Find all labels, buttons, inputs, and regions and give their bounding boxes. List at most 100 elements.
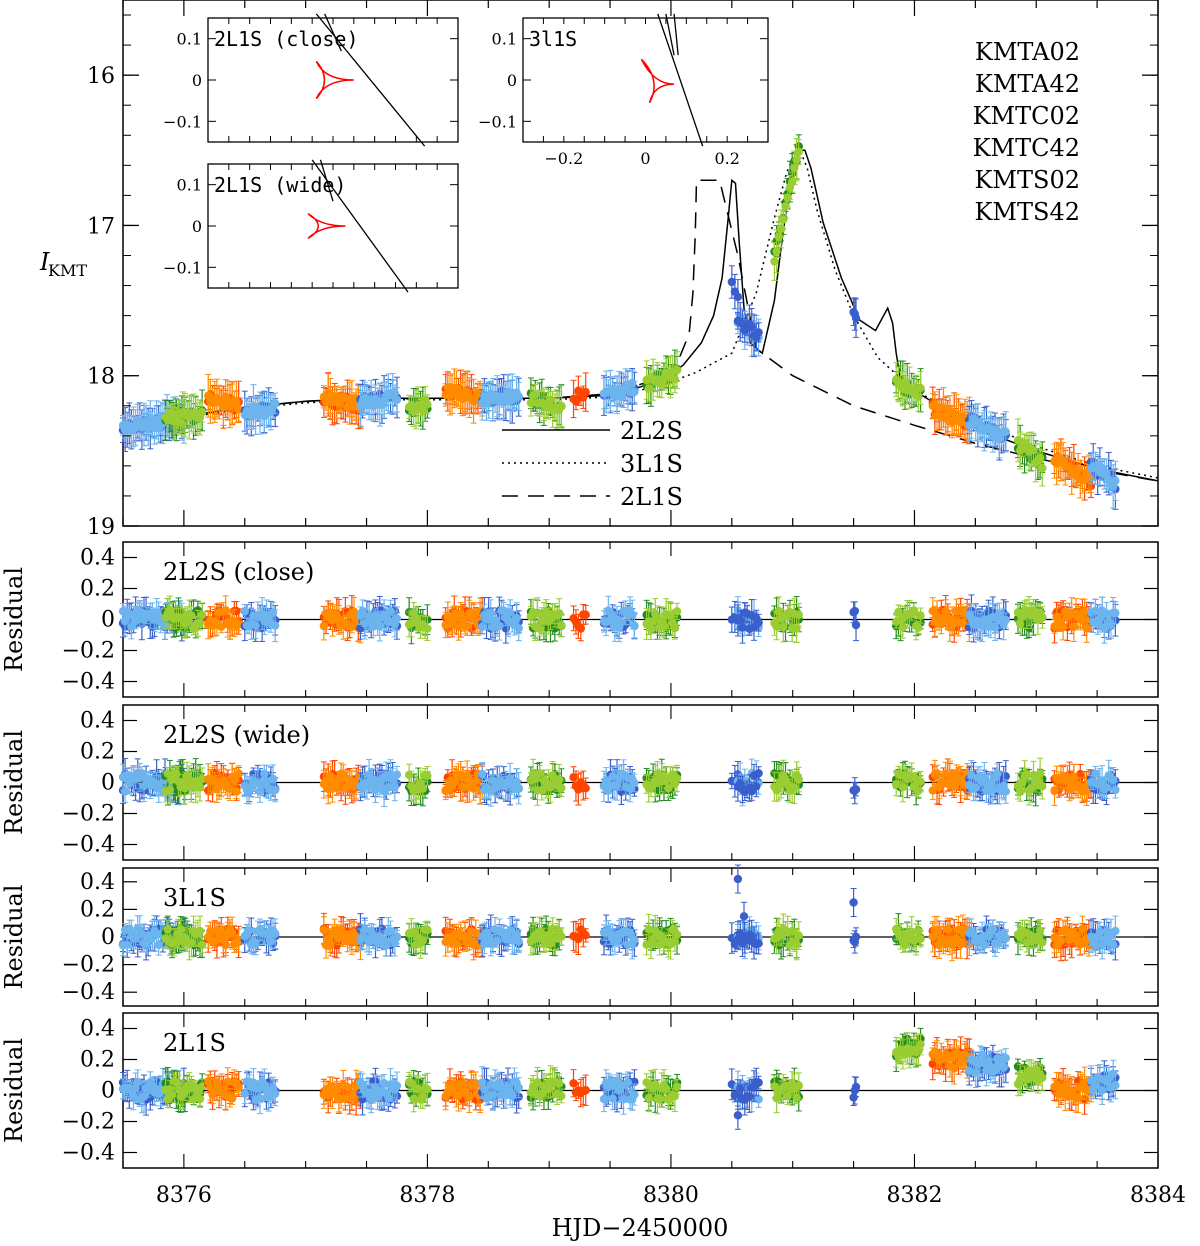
residual-point-KMTA02 bbox=[197, 610, 207, 620]
residual-point-KMTA02 bbox=[557, 621, 566, 630]
residual-point-KMTC02 bbox=[131, 616, 140, 625]
inset-ytick-label: 0.1 bbox=[177, 176, 202, 195]
main-x-ticks bbox=[122, 0, 1159, 526]
data-point-KMTA02 bbox=[1035, 453, 1045, 463]
residual-point-KMTC02 bbox=[495, 621, 504, 631]
data-point-KMTA02 bbox=[792, 155, 801, 164]
residual-point-KMTC02 bbox=[512, 613, 521, 623]
legend-entry-KMTC42: KMTC42 bbox=[973, 134, 1080, 162]
inset-frame bbox=[207, 17, 459, 143]
data-point-KMTC02 bbox=[1001, 427, 1010, 436]
residual-panels: 0.4 0.2 0 −0.2 −0.4 Residual 2L2S (close)0.4 0.… bbox=[0, 541, 1159, 1169]
inset-ytick-label: −0.1 bbox=[163, 258, 202, 277]
model-legend-label-3L1S: 3L1S bbox=[620, 450, 683, 478]
residual-point-KMTA02 bbox=[670, 623, 680, 632]
inset-xtick-label: 0 bbox=[640, 149, 650, 168]
inset-label: 3l1S bbox=[529, 27, 577, 51]
residual-point-KMTS02 bbox=[347, 622, 357, 632]
data-point-KMTC02 bbox=[628, 378, 637, 388]
data-point-KMTC02 bbox=[271, 399, 280, 408]
data-point-KMTA02 bbox=[783, 193, 792, 202]
inset-ytick-label: 0 bbox=[192, 71, 202, 90]
main-ytick-label: 17 bbox=[87, 214, 115, 239]
residual-point-KMTC02 bbox=[375, 622, 384, 631]
residual-point-KMTS42 bbox=[581, 610, 590, 619]
residual-point-KMTC42 bbox=[851, 620, 861, 630]
residual-point-KMTA02 bbox=[898, 623, 908, 632]
inset-ytick-label: −0.1 bbox=[163, 112, 202, 131]
legend-entry-KMTS42: KMTS42 bbox=[975, 198, 1081, 226]
caustic-curve bbox=[307, 212, 346, 240]
residual-point-KMTA02 bbox=[916, 611, 925, 620]
data-point-KMTA02 bbox=[557, 401, 566, 411]
residual-points bbox=[118, 594, 1120, 645]
residual-point-KMTC02 bbox=[369, 622, 378, 631]
data-point-KMTC42 bbox=[733, 292, 743, 302]
residual-point-KMTC02 bbox=[386, 606, 395, 616]
data-point-KMTS42 bbox=[581, 387, 590, 397]
source-trajectory bbox=[311, 159, 409, 293]
residual-point-KMTC02 bbox=[251, 621, 260, 630]
data-point-KMTS02 bbox=[232, 397, 241, 407]
data-point-KMTA02 bbox=[423, 400, 432, 409]
main-y-ticks: 16 17 18 19 bbox=[87, 14, 1158, 540]
residual-point-KMTC02 bbox=[514, 624, 523, 633]
inset-frame bbox=[522, 17, 769, 143]
residual-point-KMTC42 bbox=[850, 606, 860, 616]
data-point-KMTC02 bbox=[392, 395, 402, 404]
data-point-KMTA02 bbox=[772, 247, 781, 256]
residual-point-KMTS42 bbox=[576, 624, 586, 633]
residual-point-KMTC02 bbox=[486, 608, 496, 618]
residual-point-KMTC02 bbox=[628, 610, 637, 619]
residual-point-KMTC02 bbox=[271, 621, 280, 630]
inset-ytick-label: −0.1 bbox=[478, 112, 517, 131]
data-point-KMTA02 bbox=[787, 177, 797, 187]
main-ytick-label: 16 bbox=[87, 64, 115, 89]
data-point-KMTA02 bbox=[774, 232, 784, 242]
residual-point-KMTA02 bbox=[672, 607, 682, 616]
data-point-KMTA02 bbox=[1038, 464, 1047, 473]
residual-ytick-label: −0.4 bbox=[62, 670, 115, 695]
source-trajectory bbox=[319, 159, 334, 202]
model-legend-label-2L2S: 2L2S bbox=[620, 417, 683, 445]
data-point-KMTC42 bbox=[851, 313, 861, 323]
inset-ytick-label: 0 bbox=[507, 71, 517, 90]
inset-label: 2L1S (close) bbox=[214, 27, 359, 51]
inset-3: 0.1 0 −0.1 2L1S (wide) bbox=[163, 159, 459, 293]
data-point-KMTA02 bbox=[794, 147, 803, 157]
legend-entry-KMTA02: KMTA02 bbox=[975, 38, 1080, 66]
caustic-curve bbox=[640, 58, 675, 104]
inset-1: 0.1 0 −0.1 2L1S (close) bbox=[163, 13, 459, 147]
residual-point-KMTA02 bbox=[914, 623, 923, 632]
data-point-KMTA02 bbox=[197, 407, 207, 417]
data-point-KMTA02 bbox=[670, 375, 680, 384]
data-point-KMTA02 bbox=[546, 395, 555, 404]
main-ylabel-subscript: KMT bbox=[48, 261, 87, 280]
residual-ylabel: Residual bbox=[0, 567, 28, 672]
source-trajectory bbox=[665, 13, 675, 56]
data-point-KMTA02 bbox=[781, 202, 790, 211]
caustic-curve bbox=[315, 60, 354, 100]
inset-label: 2L1S (wide) bbox=[214, 173, 346, 197]
legend-entry-KMTA42: KMTA42 bbox=[975, 70, 1080, 98]
residual-point-KMTA02 bbox=[187, 611, 196, 620]
residual-point-KMTS02 bbox=[221, 606, 230, 615]
source-trajectory bbox=[324, 13, 342, 52]
residual-point-KMTA02 bbox=[195, 618, 205, 627]
dataset-legend: KMTA02 KMTA42 KMTC02 KMTC42 KMTS02 KMTS42 bbox=[973, 38, 1080, 226]
data-point-KMTA02 bbox=[776, 224, 786, 234]
residual-point-KMTA02 bbox=[792, 624, 801, 633]
data-point-KMTC42 bbox=[727, 277, 737, 287]
inset-ytick-label: 0.1 bbox=[177, 30, 202, 49]
data-point-KMTA02 bbox=[672, 365, 682, 375]
legend-entry-KMTC02: KMTC02 bbox=[973, 102, 1080, 130]
data-point-KMTC02 bbox=[1111, 476, 1120, 486]
data-point-KMTA02 bbox=[644, 384, 653, 394]
residual-point-KMTC42 bbox=[754, 618, 763, 627]
inset-ytick-label: 0 bbox=[192, 217, 202, 236]
model-legend-label-2L1S: 2L1S bbox=[620, 483, 683, 511]
insets: 0.1 0 −0.1 2L1S (close) 0.1 0 −0.1 −0.2 0 0.2 3l1S… bbox=[163, 13, 769, 293]
data-point-KMTA02 bbox=[914, 392, 923, 401]
